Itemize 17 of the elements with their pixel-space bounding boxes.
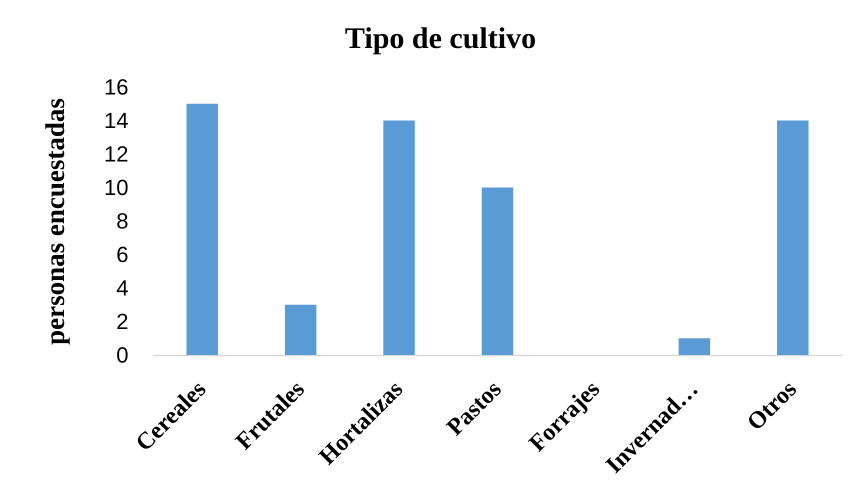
y-tick-label: 6	[116, 242, 128, 267]
y-tick-label: 8	[116, 208, 128, 234]
y-axis-title: personas encuestadas	[40, 98, 70, 345]
y-tick-label: 2	[116, 309, 128, 334]
y-tick-label: 0	[116, 342, 128, 368]
bar	[284, 304, 316, 355]
y-tick-label: 14	[104, 108, 128, 133]
bar	[186, 104, 218, 355]
chart-title: Tipo de cultivo	[344, 22, 536, 55]
bar	[482, 188, 514, 355]
bar	[383, 120, 415, 355]
y-tick-label: 12	[104, 142, 128, 166]
bar	[777, 120, 809, 355]
y-tick-label: 4	[116, 276, 128, 300]
y-tick-label: 16	[104, 74, 128, 100]
bar	[678, 338, 710, 355]
y-tick-label: 10	[104, 175, 128, 200]
